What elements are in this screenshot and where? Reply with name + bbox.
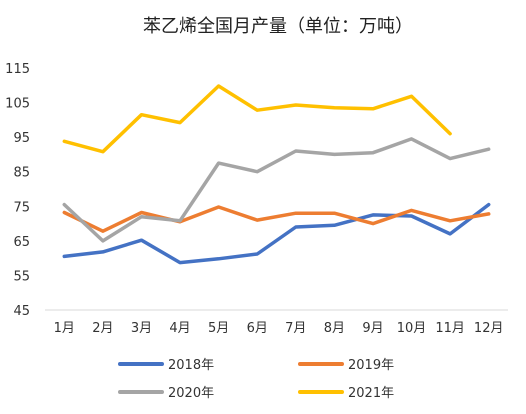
x-tick-label: 2月: [92, 321, 113, 336]
axes: 45 55 65 75 85 95 105 115 1月 2月 3月 4月 5月 6月 7月 8月 9月 10月 1…: [5, 62, 508, 336]
x-tick-label: 3月: [131, 321, 152, 336]
legend-label: 2019年: [348, 358, 394, 373]
x-tick-label: 1月: [54, 321, 75, 336]
legend-item: 2018年: [118, 358, 214, 373]
x-tick-label: 9月: [362, 321, 383, 336]
series-line-3: [62, 137, 491, 243]
legend-item: 2020年: [118, 386, 214, 401]
legend-item: 2021年: [298, 386, 394, 401]
y-tick-label: 65: [13, 235, 30, 250]
series-line-2: [62, 205, 491, 233]
series-line-4: [62, 84, 452, 154]
x-tick-label: 8月: [324, 321, 345, 336]
x-tick-label: 12月: [474, 321, 504, 336]
series-line-1: [62, 202, 491, 265]
legend: 2018年 2019年 2020年 2021年: [118, 358, 394, 401]
x-tick-label: 6月: [247, 321, 268, 336]
x-tick-label: 11月: [435, 321, 465, 336]
legend-label: 2021年: [348, 386, 394, 401]
x-tick-label: 7月: [285, 321, 306, 336]
legend-label: 2020年: [168, 386, 214, 401]
series-group: [62, 84, 491, 265]
y-tick-label: 75: [13, 200, 30, 215]
y-tick-label: 105: [5, 97, 30, 112]
y-tick-label: 45: [13, 304, 30, 319]
legend-item: 2019年: [298, 358, 394, 373]
y-tick-label: 85: [13, 166, 30, 181]
x-tick-label: 5月: [208, 321, 229, 336]
chart-title: 苯乙烯全国月产量（单位：万吨）: [143, 16, 413, 37]
y-tick-label: 115: [5, 62, 30, 77]
y-tick-label: 55: [13, 269, 30, 284]
x-tick-label: 4月: [169, 321, 190, 336]
legend-label: 2018年: [168, 358, 214, 373]
x-tick-label: 10月: [397, 321, 427, 336]
y-tick-label: 95: [13, 131, 30, 146]
